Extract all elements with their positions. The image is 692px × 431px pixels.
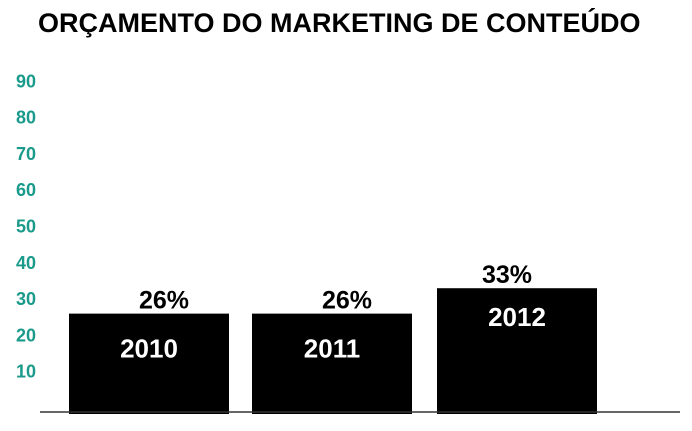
y-tick-label: 20	[16, 325, 36, 345]
y-tick-label: 90	[16, 71, 36, 91]
y-tick-label: 80	[16, 108, 36, 128]
bar-2011	[252, 313, 412, 414]
y-tick-label: 50	[16, 217, 36, 237]
category-label: 2012	[488, 302, 546, 332]
data-labels-group: 26% 26% 33%	[139, 261, 532, 314]
y-tick-label: 30	[16, 289, 36, 309]
y-tick-label: 70	[16, 144, 36, 164]
data-label: 26%	[322, 287, 372, 315]
category-label: 2010	[120, 334, 178, 364]
data-label: 33%	[482, 261, 532, 289]
data-label: 26%	[139, 287, 189, 315]
category-labels-group: 2010 2011 2012	[120, 302, 546, 363]
bars-group	[69, 288, 597, 414]
chart-title: ORÇAMENTO DO MARKETING DE CONTEÚDO	[38, 7, 641, 38]
y-tick-label: 60	[16, 180, 36, 200]
y-tick-label: 40	[16, 253, 36, 273]
bar-2010	[69, 313, 229, 414]
y-axis-tick-labels: 10 20 30 40 50 60 70 80 90	[16, 71, 36, 381]
category-label: 2011	[304, 334, 360, 364]
bar-2012	[437, 288, 597, 414]
y-tick-label: 10	[16, 362, 36, 382]
